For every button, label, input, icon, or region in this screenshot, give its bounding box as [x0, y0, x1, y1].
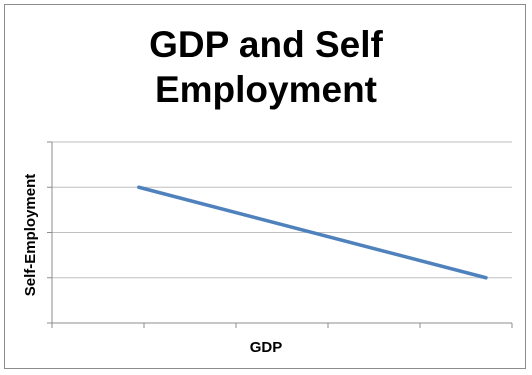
series-line: [137, 185, 488, 280]
series: [137, 185, 488, 280]
chart-frame: [4, 4, 526, 369]
y-axis-label: Self-Employment: [22, 173, 39, 297]
chart-title: GDP and Self Employment: [149, 24, 383, 110]
axes: [47, 141, 513, 328]
gridlines: [52, 141, 512, 279]
x-axis-label: GDP: [249, 339, 283, 356]
